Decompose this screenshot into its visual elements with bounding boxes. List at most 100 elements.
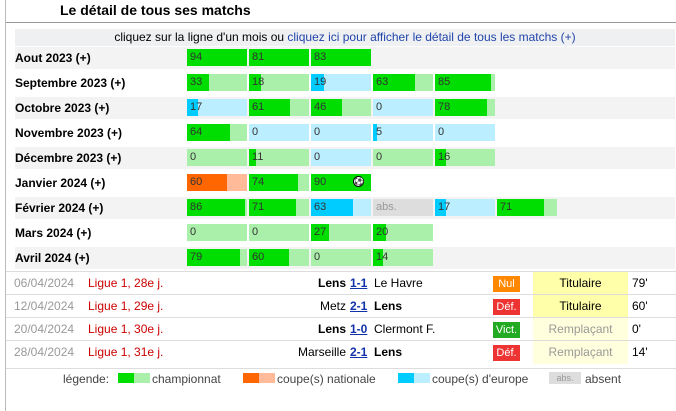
month-row[interactable]: Novembre 2023 (+) 64 0 0 5 0 bbox=[15, 122, 675, 144]
game-bar-fill bbox=[187, 49, 247, 66]
match-role: Remplaçant bbox=[533, 341, 628, 364]
match-away-team: Clermont F. bbox=[374, 322, 436, 336]
goal-ball-icon: ⚽ bbox=[353, 176, 364, 187]
game-minutes: 11 bbox=[252, 151, 264, 163]
match-score-link[interactable]: 1-0 bbox=[350, 322, 368, 336]
match-competition: Ligue 1, 31e j. bbox=[88, 345, 164, 359]
match-away-team: Lens bbox=[374, 345, 403, 359]
game-bar: 0 bbox=[373, 99, 433, 116]
game-minutes: 63 bbox=[314, 201, 327, 213]
game-bar-bg bbox=[249, 124, 309, 141]
game-bar: 0 bbox=[249, 224, 309, 241]
game-bar: 81 bbox=[249, 49, 309, 66]
game-bar-fill bbox=[249, 99, 290, 116]
game-bar-fill bbox=[373, 74, 415, 91]
match-minutes: 14' bbox=[632, 345, 648, 359]
game-bar: 0 bbox=[187, 224, 247, 241]
game-minutes: 20 bbox=[376, 226, 389, 238]
match-score-link[interactable]: 1-1 bbox=[350, 276, 368, 290]
game-bar: 33 bbox=[187, 74, 247, 91]
month-row[interactable]: Décembre 2023 (+) 0 11 0 0 16 bbox=[15, 147, 675, 169]
match-result-badge: Déf. bbox=[493, 299, 520, 315]
game-bar: 19 bbox=[311, 74, 371, 91]
game-bar-fill bbox=[187, 74, 209, 91]
match-minutes: 60' bbox=[632, 299, 648, 313]
legend-swatch-nationale-light bbox=[259, 373, 275, 383]
month-row[interactable]: Octobre 2023 (+) 17 61 46 0 78 bbox=[15, 97, 675, 119]
month-row[interactable]: Septembre 2023 (+) 33 18 19 63 85 bbox=[15, 72, 675, 94]
game-bar: 0 bbox=[249, 124, 309, 141]
match-score-link[interactable]: 2-1 bbox=[350, 299, 368, 313]
game-bar: 64 bbox=[187, 124, 247, 141]
match-competition: Ligue 1, 30e j. bbox=[88, 322, 164, 336]
match-row: 28/04/2024 Ligue 1, 31e j. Marseille 2-1 Len… bbox=[6, 340, 676, 364]
match-row: 20/04/2024 Ligue 1, 30e j. Lens 1-0 Clermont… bbox=[6, 317, 676, 341]
legend-nationale: coupe(s) nationale bbox=[277, 372, 376, 386]
match-score-link[interactable]: 2-1 bbox=[350, 345, 368, 359]
game-bar-fill bbox=[435, 74, 491, 91]
game-bar-bg bbox=[435, 199, 495, 216]
month-label: Octobre 2023 (+) bbox=[15, 101, 110, 115]
game-bar-fill bbox=[311, 99, 342, 116]
game-bar: 5 bbox=[373, 124, 433, 141]
game-minutes: 86 bbox=[190, 201, 203, 213]
game-bar: 0 bbox=[311, 149, 371, 166]
month-label: Mars 2024 (+) bbox=[15, 226, 92, 240]
game-bar-fill bbox=[249, 149, 256, 166]
game-bar-fill bbox=[187, 249, 240, 266]
match-row: 06/04/2024 Ligue 1, 28e j. Lens 1-1 Le Havre… bbox=[6, 271, 676, 295]
game-minutes: abs. bbox=[376, 201, 397, 213]
game-minutes: 79 bbox=[190, 251, 203, 263]
game-minutes: 74 bbox=[252, 176, 265, 188]
game-minutes: 63 bbox=[376, 76, 389, 88]
game-bar-bg bbox=[187, 99, 247, 116]
game-bar: 61 bbox=[249, 99, 309, 116]
match-away-team: Le Havre bbox=[374, 276, 423, 290]
game-bar-fill bbox=[311, 49, 371, 66]
game-bar: 63 bbox=[311, 199, 371, 216]
game-bar: 94 bbox=[187, 49, 247, 66]
month-label: Septembre 2023 (+) bbox=[15, 76, 126, 90]
game-bar: 14 bbox=[373, 249, 433, 266]
game-bar: 74 bbox=[249, 174, 309, 191]
page-title: Le détail de tous ses matchs bbox=[60, 2, 251, 18]
game-minutes: 0 bbox=[376, 101, 383, 113]
game-bar-fill bbox=[311, 199, 353, 216]
game-bar: 79 bbox=[187, 249, 247, 266]
game-bar: 17 bbox=[187, 99, 247, 116]
game-minutes: 5 bbox=[376, 126, 383, 138]
match-result-badge: Nul bbox=[493, 276, 520, 292]
legend-swatch-nationale-dark bbox=[243, 373, 259, 383]
game-bar: 11 bbox=[249, 149, 309, 166]
game-minutes: 78 bbox=[438, 101, 451, 113]
month-row[interactable]: Mars 2024 (+) 0 0 27 20 bbox=[15, 222, 675, 244]
month-row[interactable]: Janvier 2024 (+) 60 74 90 ⚽ bbox=[15, 172, 675, 194]
match-date: 28/04/2024 bbox=[14, 345, 75, 359]
content-frame bbox=[5, 0, 676, 411]
game-bar-bg bbox=[249, 224, 309, 241]
game-bar-fill bbox=[373, 224, 386, 241]
month-row[interactable]: Avril 2024 (+) 79 60 0 14 bbox=[15, 247, 675, 269]
game-minutes: 90 bbox=[314, 176, 327, 188]
game-bar-bg bbox=[435, 124, 495, 141]
game-bar-fill bbox=[435, 99, 487, 116]
game-bar: 85 bbox=[435, 74, 495, 91]
month-row[interactable]: Aout 2023 (+) 94 81 83 bbox=[15, 47, 675, 69]
game-bar: 46 bbox=[311, 99, 371, 116]
game-minutes: 81 bbox=[252, 51, 265, 63]
game-bar-fill bbox=[249, 249, 289, 266]
match-away-team: Lens bbox=[374, 299, 403, 313]
month-row[interactable]: Février 2024 (+) 86 71 63 abs. 17 71 bbox=[15, 197, 675, 219]
match-role: Titulaire bbox=[533, 272, 628, 295]
game-minutes: 85 bbox=[438, 76, 451, 88]
game-bar: 90 ⚽ bbox=[311, 174, 371, 191]
game-bar: 0 bbox=[373, 149, 433, 166]
game-bar: abs. bbox=[373, 199, 433, 216]
match-date: 12/04/2024 bbox=[14, 299, 75, 313]
game-bar: 17 bbox=[435, 199, 495, 216]
match-date: 20/04/2024 bbox=[14, 322, 75, 336]
game-bar-fill bbox=[373, 249, 383, 266]
game-bar-bg bbox=[373, 124, 433, 141]
show-all-matches-link[interactable]: cliquez ici pour afficher le détail de t… bbox=[287, 30, 576, 44]
match-minutes: 0' bbox=[632, 322, 641, 336]
